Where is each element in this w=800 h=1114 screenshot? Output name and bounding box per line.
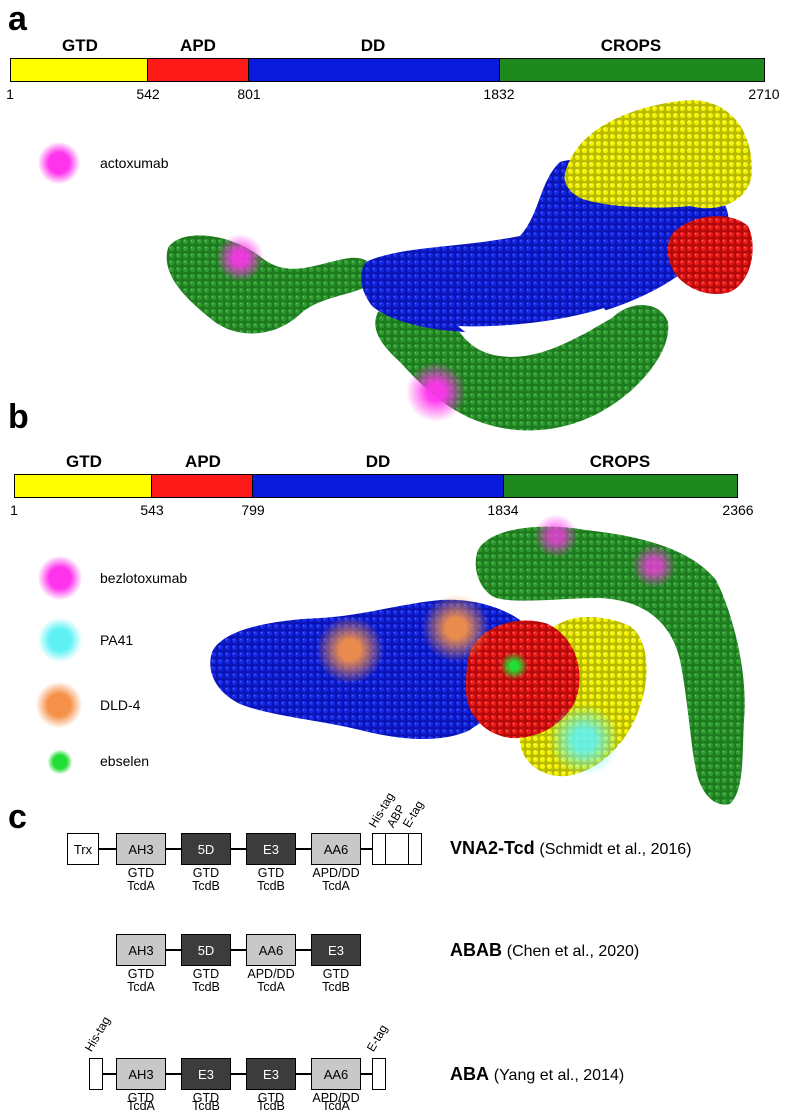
panel-b-gtd-segment — [15, 475, 152, 497]
panel-c-letter: c — [8, 798, 27, 836]
panel-a-crops-segment — [500, 59, 764, 81]
linker-line — [166, 949, 311, 951]
5d-caption-line1: GTD — [192, 866, 220, 880]
panel-b-dd-segment — [253, 475, 504, 497]
panel-b-tick-543: 543 — [140, 502, 164, 518]
aa6-caption-line1: APD/DD — [312, 1091, 360, 1105]
dld4-legend-label: DLD-4 — [100, 697, 141, 713]
aa6-caption-line1: APD/DD — [247, 967, 295, 981]
panel-a-dd-label: DD — [360, 36, 386, 55]
his-tag-box — [372, 833, 386, 865]
ah3-box: AH3 — [116, 1058, 166, 1090]
e3-box: E3 — [246, 833, 296, 865]
panel-a-crops-label: CROPS — [600, 36, 662, 55]
actoxumab-legend-label: actoxumab — [100, 155, 169, 171]
panel-a-tick-1832: 1832 — [483, 86, 515, 102]
e-tag-box — [408, 833, 422, 865]
ah3-box: AH3 — [116, 934, 166, 966]
panel-a-domain-bar — [10, 58, 765, 82]
panel-a-tick-801: 801 — [237, 86, 261, 102]
vna2-tcd-title: VNA2-Tcd (Schmidt et al., 2016) — [450, 838, 692, 859]
e3-caption-line2: TcdB — [257, 879, 285, 893]
e3-box-second: E3 — [246, 1058, 296, 1090]
vna2-tcd-reference: (Schmidt et al., 2016) — [539, 841, 692, 858]
ebselen-legend-swatch — [48, 750, 72, 774]
e3-caption-line1: GTD — [257, 866, 285, 880]
aa6-caption-line1: APD/DD — [312, 866, 360, 880]
aa6-box: AA6 — [246, 934, 296, 966]
panel-b-apd-label: APD — [185, 452, 221, 471]
ah3-caption-line1: GTD — [127, 866, 155, 880]
dld4-legend-swatch — [36, 682, 82, 728]
panel-b-crops-label: CROPS — [589, 452, 651, 471]
panel-b-apd-segment — [152, 475, 253, 497]
aa6-caption-line2: TcdA — [322, 879, 350, 893]
e3-caption-line2: TcdB — [192, 1099, 220, 1113]
5d-box: 5D — [181, 833, 231, 865]
e3-box: E3 — [181, 1058, 231, 1090]
panel-a-apd-label: APD — [180, 36, 216, 55]
his-tag-box — [89, 1058, 103, 1090]
panel-b-domain-bar — [14, 474, 738, 498]
bezlotoxumab-legend-label: bezlotoxumab — [100, 570, 188, 586]
e3-second-caption-line1: GTD — [257, 1091, 285, 1105]
panel-a-gtd-label: GTD — [62, 36, 98, 55]
e3-caption-line1: GTD — [322, 967, 350, 981]
5d-caption-line2: TcdB — [192, 980, 220, 994]
panel-a-tick-2710: 2710 — [748, 86, 780, 102]
e-tag-box — [372, 1058, 386, 1090]
ah3-caption-line2: TcdA — [127, 879, 155, 893]
e3-caption-line2: TcdB — [322, 980, 350, 994]
panel-b-tick-1834: 1834 — [487, 502, 519, 518]
pa41-legend-label: PA41 — [100, 632, 134, 648]
e3-box: E3 — [311, 934, 361, 966]
panel-a-tick-1: 1 — [6, 86, 14, 102]
ah3-caption-line2: TcdA — [127, 980, 155, 994]
abab-name: ABAB — [450, 940, 502, 960]
ah3-caption-line2: TcdA — [127, 1099, 155, 1113]
e3-caption-line1: GTD — [192, 1091, 220, 1105]
aba-title: ABA (Yang et al., 2014) — [450, 1064, 624, 1085]
ebselen-legend-label: ebselen — [100, 753, 150, 769]
trx-box: Trx — [67, 833, 99, 865]
ah3-caption-line1: GTD — [127, 967, 155, 981]
panel-b-dd-label: DD — [365, 452, 391, 471]
panel-b-tick-1: 1 — [10, 502, 18, 518]
abp-box — [385, 833, 409, 865]
5d-box: 5D — [181, 934, 231, 966]
panel-b-crops-segment — [504, 475, 737, 497]
aba-reference: (Yang et al., 2014) — [493, 1067, 625, 1084]
bezlotoxumab-legend-swatch — [38, 556, 82, 600]
panel-b-tick-799: 799 — [241, 502, 265, 518]
aba-name: ABA — [450, 1064, 489, 1084]
panel-b-letter: b — [8, 398, 29, 436]
vna2-tcd-name: VNA2-Tcd — [450, 838, 535, 858]
panel-a-tick-542: 542 — [136, 86, 160, 102]
5d-caption-line2: TcdB — [192, 879, 220, 893]
actoxumab-legend-swatch — [38, 142, 80, 184]
ah3-box: AH3 — [116, 833, 166, 865]
aa6-box: AA6 — [311, 1058, 361, 1090]
abab-title: ABAB (Chen et al., 2020) — [450, 940, 639, 961]
aa6-caption-line2: TcdA — [322, 1099, 350, 1113]
e3-second-caption-line2: TcdB — [257, 1099, 285, 1113]
panel-a-dd-segment — [249, 59, 500, 81]
linker-line — [99, 848, 372, 850]
ah3-caption-line1: GTD — [127, 1091, 155, 1105]
aa6-box: AA6 — [311, 833, 361, 865]
abab-reference: (Chen et al., 2020) — [506, 943, 640, 960]
5d-caption-line1: GTD — [192, 967, 220, 981]
panel-a-gtd-segment — [11, 59, 148, 81]
linker-line — [102, 1073, 372, 1075]
panel-a-apd-segment — [148, 59, 249, 81]
panel-b-tick-2366: 2366 — [722, 502, 754, 518]
panel-a-letter: a — [8, 0, 27, 38]
pa41-legend-swatch — [38, 618, 82, 662]
panel-b-gtd-label: GTD — [66, 452, 102, 471]
aa6-caption-line2: TcdA — [257, 980, 285, 994]
